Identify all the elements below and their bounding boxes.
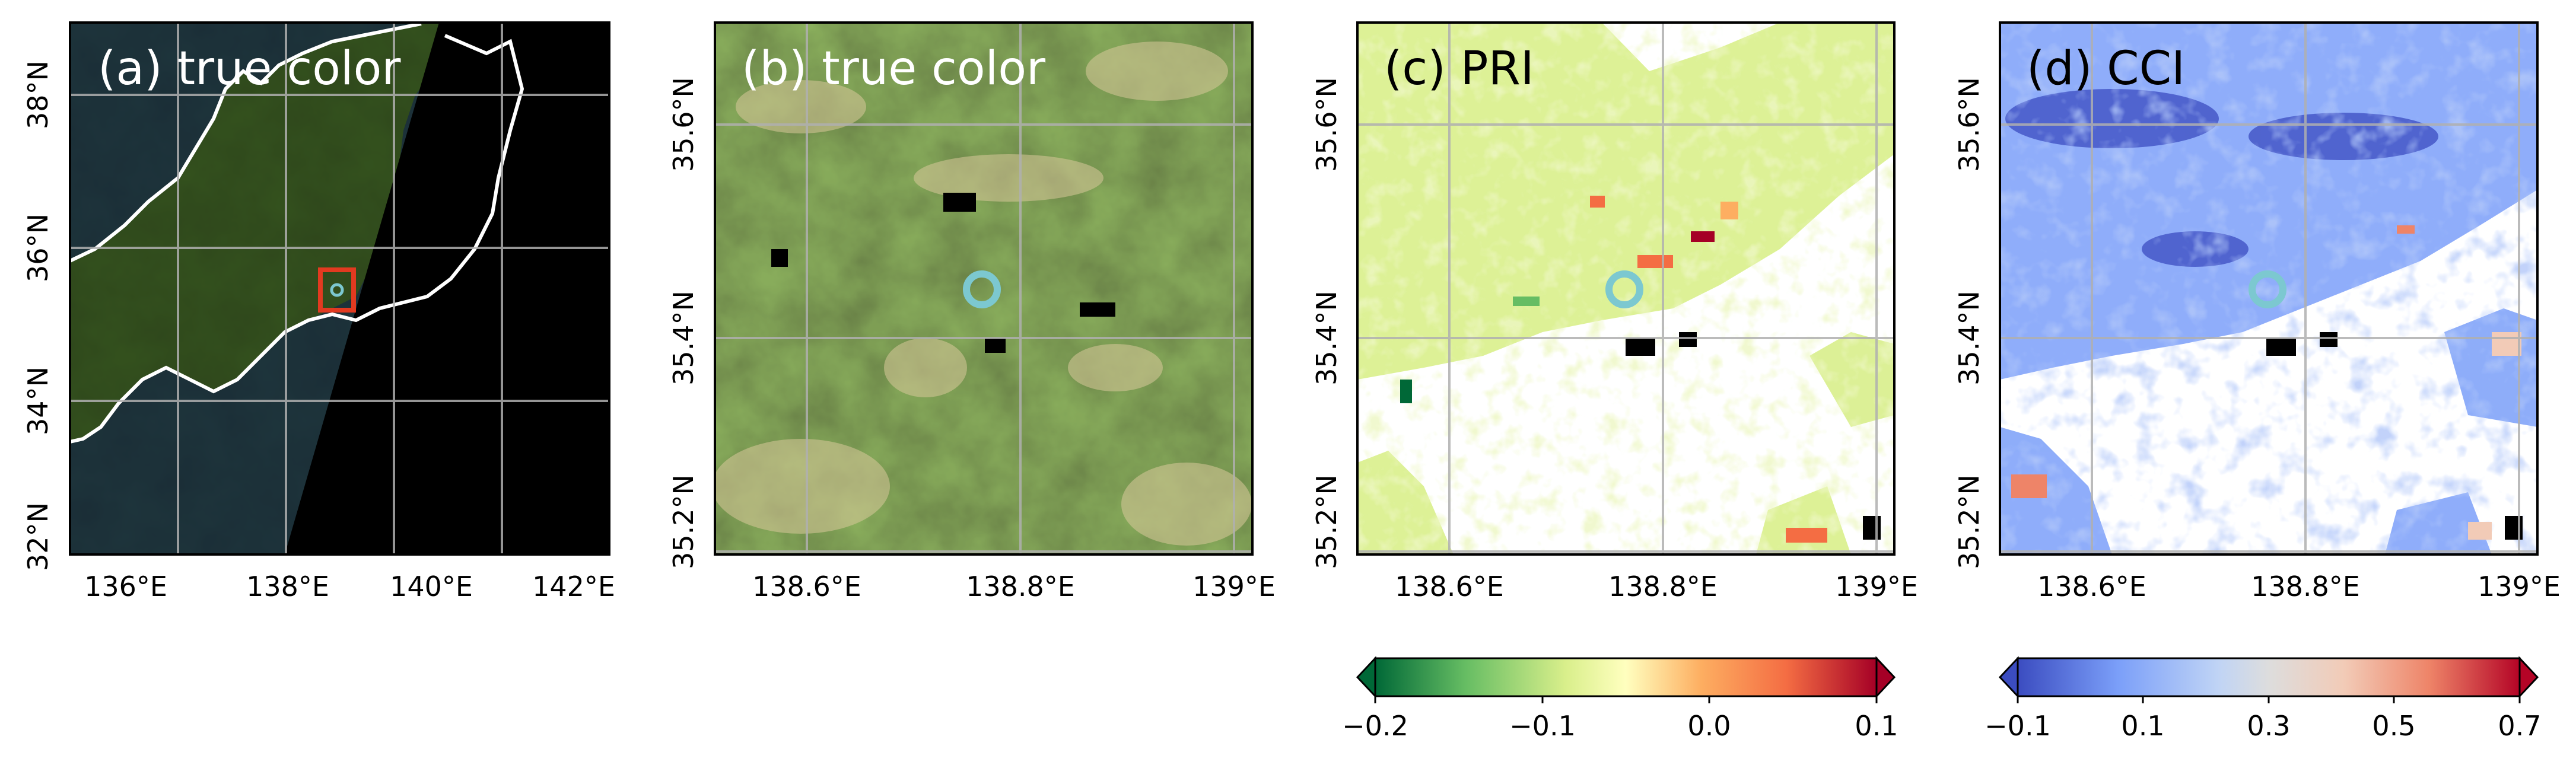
satellite-nodata-swath: [285, 23, 609, 554]
gridlines: [2000, 23, 2537, 554]
xtick-label: 138.6°E: [1395, 570, 1504, 603]
colorbar-tick-label: −0.2: [1342, 710, 1408, 742]
xtick-label: 139°E: [1192, 570, 1276, 603]
colorbar-tick-label: 0.5: [2372, 710, 2415, 742]
cci-warm-spots: [2011, 225, 2521, 540]
colorbar-cci: −0.1 0.1 0.3 0.5 0.7: [1985, 656, 2542, 742]
xtick-label: 138.8°E: [966, 570, 1075, 603]
colorbar-tick-label: −0.1: [1509, 710, 1576, 742]
site-marker: [1605, 270, 1643, 308]
ytick-label: 36°N: [22, 213, 54, 282]
panel-a-title: (a) true color: [98, 42, 401, 95]
colorbar-tick-label: 0.1: [1855, 710, 1898, 742]
ytick-label: 35.2°N: [1953, 474, 1985, 569]
colorbar-pri: −0.2 −0.1 0.0 0.1: [1342, 656, 1898, 742]
panel-a-yticks: 32°N 34°N 36°N 38°N: [22, 60, 54, 571]
panel-d-title: (d) CCI: [2027, 42, 2185, 95]
ytick-label: 35.4°N: [1953, 291, 1985, 385]
coastline: [70, 23, 524, 444]
ytick-label: 35.4°N: [1311, 291, 1343, 385]
ytick-label: 34°N: [22, 366, 54, 435]
gridlines: [715, 23, 1252, 554]
panel-a-xticks: 136°E 138°E 140°E 142°E: [84, 570, 615, 603]
colorbar-tick-label: −0.1: [1985, 710, 2051, 742]
panel-d-yticks: 35.2°N 35.4°N 35.6°N: [1953, 77, 1985, 569]
nodata-spots: [771, 193, 1115, 353]
xtick-label: 139°E: [1835, 570, 1918, 603]
xtick-label: 139°E: [2478, 570, 2561, 603]
study-region-box: [318, 267, 356, 313]
gridlines: [70, 23, 609, 554]
xtick-label: 140°E: [390, 570, 473, 603]
panel-d: (d) CCI 138.6°E 138.8°E 139°E 35.2°N 35.…: [1953, 21, 2561, 603]
panel-c: (c) PRI 138.6°E 138.8°E 139°E 35.2°N 35.…: [1311, 21, 1918, 603]
colorbar-tick-label: 0.0: [1687, 710, 1731, 742]
site-marker: [963, 270, 1001, 308]
ytick-label: 35.2°N: [667, 474, 699, 569]
colorbar-tick-label: 0.7: [2498, 710, 2541, 742]
panel-b-yticks: 35.2°N 35.4°N 35.6°N: [667, 77, 699, 569]
xtick-label: 136°E: [84, 570, 167, 603]
panel-a: (a) true color 136°E 138°E 140°E 142°E 3…: [22, 21, 615, 603]
panel-b-title: (b) true color: [742, 42, 1046, 95]
ytick-label: 35.2°N: [1311, 474, 1343, 569]
ytick-label: 35.6°N: [1953, 77, 1985, 172]
panel-d-xticks: 138.6°E 138.8°E 139°E: [2037, 570, 2561, 603]
xtick-label: 138°E: [246, 570, 329, 603]
xtick-label: 138.8°E: [2251, 570, 2360, 603]
site-marker: [2249, 270, 2286, 308]
ytick-label: 35.6°N: [667, 77, 699, 172]
colorbar-tick-label: 0.3: [2247, 710, 2290, 742]
bright-patches: [715, 42, 1252, 546]
xtick-label: 138.8°E: [1608, 570, 1718, 603]
panel-b: (b) true color 138.6°E 138.8°E 139°E 35.…: [667, 21, 1276, 603]
colorbar-tick-label: 0.1: [2121, 710, 2164, 742]
gridlines: [1357, 23, 1894, 554]
ytick-label: 35.6°N: [1311, 77, 1343, 172]
ytick-label: 38°N: [22, 60, 54, 129]
xtick-label: 138.6°E: [752, 570, 861, 603]
panel-c-yticks: 35.2°N 35.4°N 35.6°N: [1311, 77, 1343, 569]
ytick-label: 35.4°N: [667, 291, 699, 385]
ytick-label: 32°N: [22, 502, 54, 571]
panel-c-xticks: 138.6°E 138.8°E 139°E: [1395, 570, 1918, 603]
xtick-label: 142°E: [532, 570, 615, 603]
panel-c-title: (c) PRI: [1384, 42, 1534, 95]
xtick-label: 138.6°E: [2037, 570, 2146, 603]
site-marker: [330, 283, 344, 297]
panel-b-xticks: 138.6°E 138.8°E 139°E: [752, 570, 1276, 603]
